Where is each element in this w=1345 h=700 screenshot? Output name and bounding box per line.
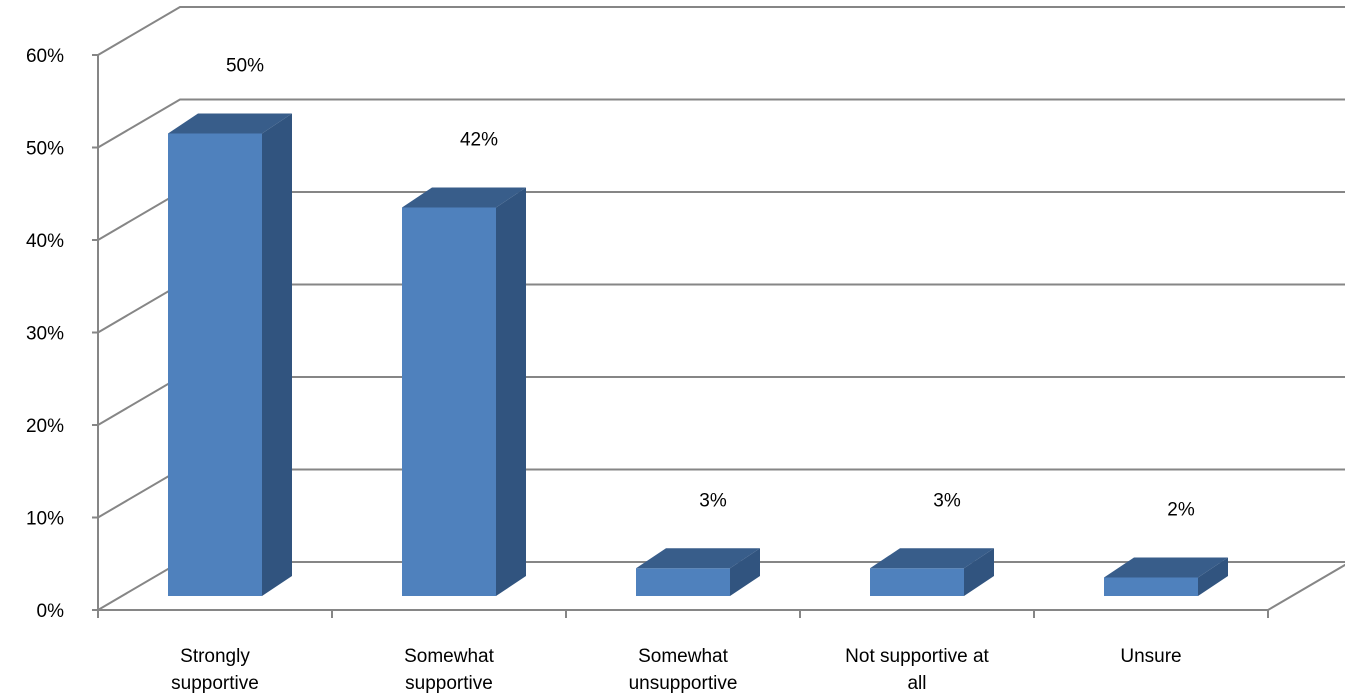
bar-side bbox=[730, 548, 760, 596]
data-label: 3% bbox=[933, 490, 961, 511]
data-label: 2% bbox=[1167, 500, 1195, 521]
bar-front bbox=[168, 133, 262, 596]
bar-top bbox=[636, 548, 760, 569]
labels: 0% 10% 20% 30% 40% 50% 60% 50% Strongly supportiv… bbox=[26, 46, 1195, 694]
bar-front bbox=[870, 568, 964, 596]
bar bbox=[1104, 557, 1228, 596]
gridline bbox=[97, 6, 1345, 56]
data-label: 50% bbox=[226, 56, 264, 77]
bar-front bbox=[1104, 577, 1198, 596]
data-label: 3% bbox=[699, 490, 727, 511]
x-tick-label: Not supportive at bbox=[845, 646, 989, 667]
y-tick-label: 0% bbox=[37, 601, 65, 622]
bar-side bbox=[1198, 557, 1228, 596]
y-tick-label: 60% bbox=[26, 46, 64, 67]
bar-front bbox=[636, 568, 730, 596]
bar bbox=[402, 187, 526, 596]
gridline bbox=[97, 98, 1345, 149]
x-tick-label: Strongly bbox=[180, 646, 250, 667]
y-tick-label: 50% bbox=[26, 139, 64, 160]
bar-top bbox=[402, 187, 526, 208]
x-tick-label: supportive bbox=[171, 673, 259, 694]
bar-top bbox=[168, 113, 292, 134]
x-tick-label: supportive bbox=[405, 673, 493, 694]
y-tick-label: 10% bbox=[26, 509, 64, 530]
x-tick-label: unsupportive bbox=[629, 673, 738, 694]
bar-side bbox=[496, 187, 526, 596]
bar bbox=[168, 113, 292, 596]
bar-top bbox=[1104, 557, 1228, 578]
x-tick-label: Somewhat bbox=[638, 646, 728, 667]
floor-edge bbox=[1267, 561, 1345, 611]
x-tick-label: all bbox=[907, 673, 926, 694]
y-tick-label: 30% bbox=[26, 324, 64, 345]
x-tick-label: Somewhat bbox=[404, 646, 494, 667]
bar-front bbox=[402, 207, 496, 596]
bar-top bbox=[870, 548, 994, 569]
y-tick-label: 40% bbox=[26, 231, 64, 252]
axes bbox=[92, 54, 1345, 618]
bar bbox=[870, 548, 994, 596]
bar-side bbox=[964, 548, 994, 596]
bars bbox=[168, 113, 1228, 596]
x-tick-label: Unsure bbox=[1120, 646, 1181, 667]
data-label: 42% bbox=[460, 130, 498, 151]
bar-side bbox=[262, 113, 292, 596]
y-tick-label: 20% bbox=[26, 416, 64, 437]
bar bbox=[636, 548, 760, 596]
